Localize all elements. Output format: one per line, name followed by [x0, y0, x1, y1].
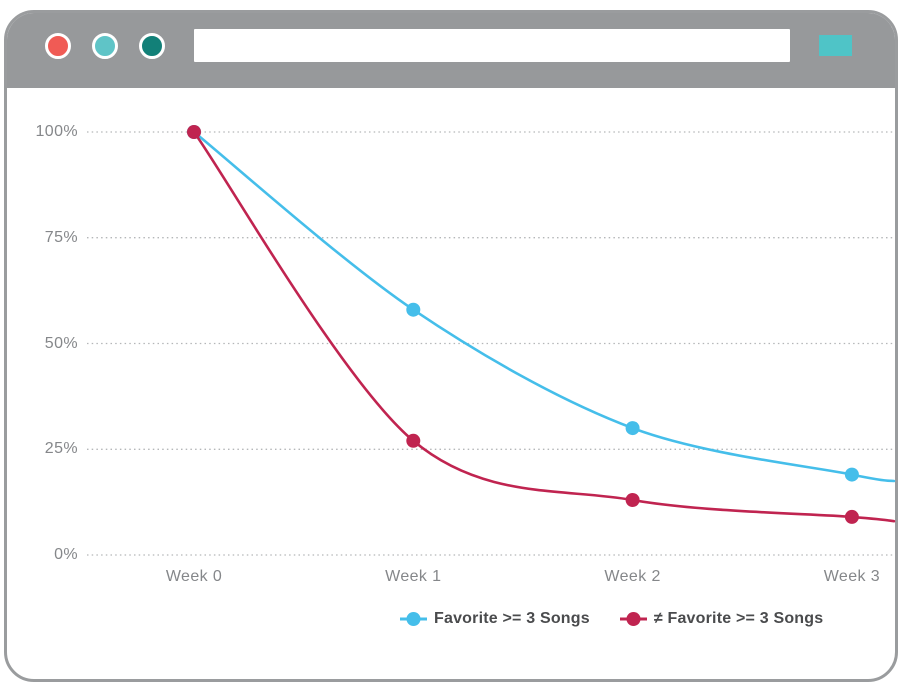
window-chrome — [7, 13, 895, 88]
traffic-light-close-button[interactable] — [45, 33, 71, 59]
browser-action-button[interactable] — [819, 35, 852, 56]
url-address-bar[interactable] — [194, 29, 790, 62]
browser-window — [4, 10, 898, 682]
traffic-light-maximize-button[interactable] — [139, 33, 165, 59]
traffic-light-minimize-button[interactable] — [92, 33, 118, 59]
